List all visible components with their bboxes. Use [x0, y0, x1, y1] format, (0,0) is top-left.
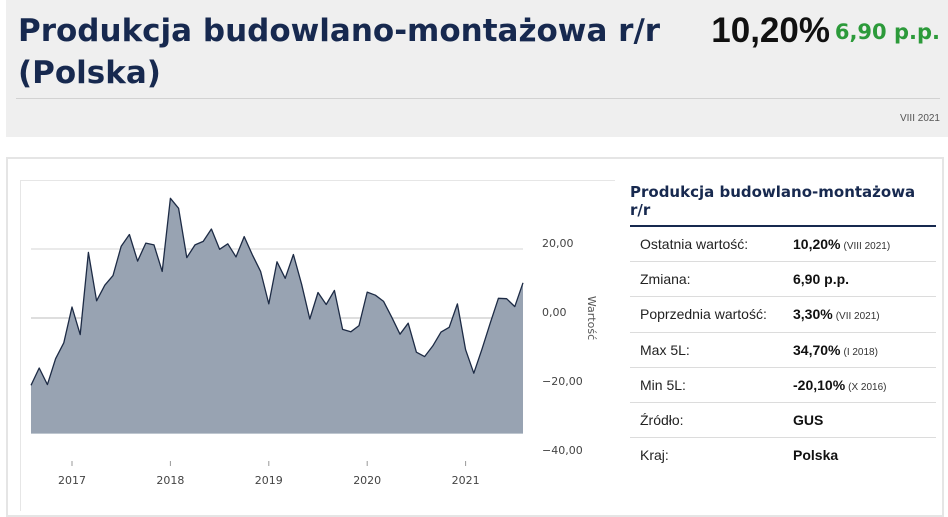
- stats-value-cell: 3,30% (VII 2021): [793, 296, 936, 333]
- stats-value: 10,20%: [793, 236, 841, 253]
- stats-value-cell: -20,10% (X 2016): [793, 367, 936, 403]
- stats-label: Zmiana:: [630, 261, 793, 298]
- x-tick-label: 2021: [452, 474, 480, 487]
- stats-row: Źródło: GUS: [630, 402, 936, 439]
- stats-note: (I 2018): [843, 346, 878, 358]
- stats-value-cell: 34,70% (I 2018): [793, 332, 936, 368]
- stats-value: 3,30%: [793, 306, 833, 323]
- chart-area: [20, 180, 615, 511]
- info-title: Produkcja budowlano-montażowa r/r: [630, 183, 936, 227]
- series-line: [30, 197, 524, 386]
- stats-label: Źródło:: [630, 402, 793, 439]
- stats-row: Zmiana: 6,90 p.p.: [630, 261, 936, 298]
- stats-row: Kraj: Polska: [630, 438, 936, 473]
- x-tick-label: 2019: [255, 474, 283, 487]
- stats-label: Min 5L:: [630, 367, 793, 403]
- stats-note: (X 2016): [848, 381, 887, 393]
- stats-value: -20,10%: [793, 376, 846, 393]
- y-tick-label: 20,00: [542, 237, 574, 250]
- stats-label: Poprzednia wartość:: [630, 296, 793, 333]
- x-tick-label: 2017: [58, 474, 86, 487]
- header: Produkcja budowlano-montażowa r/r (Polsk…: [6, 0, 948, 137]
- y-tick-label: 0,00: [542, 306, 567, 319]
- y-axis-ticks: −40,00 −20,00 0,00 20,00: [542, 237, 583, 457]
- stats-value-cell: 6,90 p.p.: [793, 261, 936, 298]
- stats-note: (VII 2021): [835, 311, 880, 323]
- latest-value: 10,20%: [711, 11, 830, 50]
- series-area: [31, 198, 523, 434]
- stats-row: Ostatnia wartość: 10,20% (VIII 2021): [630, 227, 936, 263]
- y-tick-label: −20,00: [542, 375, 583, 388]
- stats-value: GUS: [793, 412, 824, 429]
- stats-value: 34,70%: [793, 341, 841, 358]
- stats-label: Kraj:: [640, 447, 669, 464]
- period-label: VIII 2021: [899, 113, 940, 124]
- stats-value-cell: 10,20% (VIII 2021): [793, 227, 936, 263]
- y-axis-title: Wartość: [585, 296, 598, 340]
- x-tick-label: 2020: [353, 474, 381, 487]
- x-tick-label: 2018: [156, 474, 184, 487]
- stats-value-cell: Polska: [793, 438, 936, 473]
- stats-label: Ostatnia wartość:: [630, 227, 793, 263]
- change-value: 6,90 p.p.: [834, 20, 940, 44]
- stats-value-cell: GUS: [793, 402, 936, 439]
- stats-row: Poprzednia wartość: 3,30% (VII 2021): [630, 296, 936, 333]
- stats-value: 6,90 p.p.: [793, 271, 850, 288]
- info-panel: Produkcja budowlano-montażowa r/r Ostatn…: [630, 180, 936, 472]
- stats-row: Max 5L: 34,70% (I 2018): [630, 332, 936, 368]
- stats-value: Polska: [793, 447, 839, 464]
- header-divider: [16, 98, 940, 99]
- stats-note: (VIII 2021): [843, 241, 891, 253]
- stats-row: Min 5L: -20,10% (X 2016): [630, 367, 936, 403]
- stats-label: Max 5L:: [630, 332, 793, 368]
- stats-table: Ostatnia wartość: 10,20% (VIII 2021) Zmiana…: [630, 227, 936, 472]
- y-tick-label: −40,00: [542, 444, 583, 457]
- x-axis-ticks: 2017 2018 2019 2020 2021: [58, 461, 480, 487]
- page-title: Produkcja budowlano-montażowa r/r (Polsk…: [18, 13, 661, 91]
